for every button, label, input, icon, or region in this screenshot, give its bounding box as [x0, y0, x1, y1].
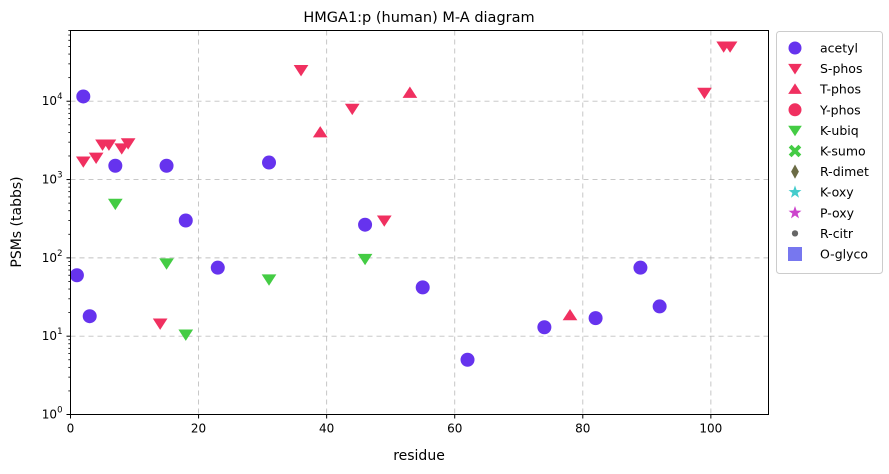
data-point-acetyl	[108, 158, 123, 173]
data-point-acetyl	[633, 260, 648, 275]
data-point-s-phos	[722, 41, 738, 53]
data-point-s-phos	[101, 139, 117, 151]
data-point-acetyl	[210, 260, 225, 275]
legend-marker-r-dimet	[791, 164, 799, 179]
legend-label: R-dimet	[820, 164, 869, 179]
legend-label: P-oxy	[820, 205, 855, 220]
y-tick-label: 101	[42, 327, 63, 343]
legend-label: O-glyco	[820, 247, 868, 262]
data-point-k-ubiq	[261, 274, 277, 286]
data-point-s-phos	[88, 152, 104, 165]
data-point-t-phos	[312, 126, 328, 138]
legend-label: K-oxy	[820, 185, 854, 200]
legend-label: K-sumo	[820, 144, 866, 159]
y-tick-label: 102	[42, 249, 63, 265]
legend-marker-k-ubiq	[788, 125, 802, 137]
y-tick-label: 103	[42, 171, 63, 187]
data-point-s-phos	[152, 318, 168, 330]
x-tick-label: 40	[319, 422, 334, 436]
x-tick-label: 60	[447, 422, 462, 436]
legend-label: R-citr	[820, 226, 854, 241]
y-tick-label: 100	[42, 406, 63, 422]
legend-marker-y-phos	[788, 103, 802, 117]
data-point-k-ubiq	[159, 258, 174, 270]
legend-marker-p-oxy	[788, 205, 802, 219]
x-tick-label: 80	[575, 422, 590, 436]
legend-label: Y-phos	[819, 102, 861, 117]
data-point-t-phos	[402, 86, 418, 98]
data-point-acetyl	[69, 268, 84, 283]
legend-marker-o-glyco	[788, 247, 802, 261]
legend-marker-acetyl	[788, 41, 802, 55]
legend-marker-k-sumo	[788, 144, 802, 158]
data-point-s-phos	[697, 87, 712, 100]
grid	[70, 30, 769, 415]
data-point-s-phos	[376, 215, 392, 227]
data-point-k-ubiq	[357, 253, 373, 266]
data-point-t-phos	[562, 308, 578, 321]
x-tick-label: 20	[191, 422, 206, 436]
legend-label: S-phos	[820, 61, 862, 76]
legend-marker-r-citr	[791, 230, 799, 237]
data-point-s-phos	[114, 143, 130, 155]
data-point-acetyl	[262, 155, 277, 170]
y-axis-label: PSMs (tabbs)	[9, 176, 25, 267]
legend: acetyl S-phos T-phos Y-phos K-ubiq K-sumo R-di…	[776, 31, 883, 274]
data-point-s-phos	[120, 138, 136, 150]
x-axis-label: residue	[393, 448, 445, 464]
legend-marker-k-oxy	[788, 185, 802, 198]
chart-title: HMGA1:p (human) M-A diagram	[303, 10, 534, 26]
data-point-acetyl	[178, 213, 193, 228]
legend-label: T-phos	[819, 82, 861, 97]
data-point-acetyl	[415, 280, 430, 295]
data-point-acetyl	[537, 320, 552, 335]
data-point-s-phos	[293, 65, 309, 77]
data-point-k-ubiq	[107, 198, 123, 211]
legend-label: K-ubiq	[820, 123, 859, 138]
legend-frame	[776, 31, 883, 274]
data-point-acetyl	[588, 311, 603, 326]
legend-label: acetyl	[820, 41, 858, 56]
axis-ticks: 0 20 40 60 80 100 100 101 102 103 104	[42, 30, 722, 436]
data-point-acetyl	[82, 309, 97, 324]
data-point-k-ubiq	[178, 329, 194, 341]
y-tick-label: 104	[42, 92, 63, 108]
x-tick-label: 100	[699, 422, 722, 436]
data-point-s-phos	[75, 156, 91, 168]
data-points	[69, 41, 738, 367]
data-point-s-phos	[344, 103, 360, 116]
data-point-acetyl	[460, 352, 475, 367]
data-point-acetyl	[76, 89, 91, 104]
data-point-acetyl	[159, 158, 174, 173]
data-point-acetyl	[358, 217, 373, 232]
plot-area-frame	[70, 30, 769, 415]
data-point-acetyl	[652, 299, 667, 314]
legend-marker-s-phos	[788, 63, 802, 75]
x-tick-label: 0	[67, 422, 75, 436]
legend-marker-t-phos	[788, 83, 802, 94]
